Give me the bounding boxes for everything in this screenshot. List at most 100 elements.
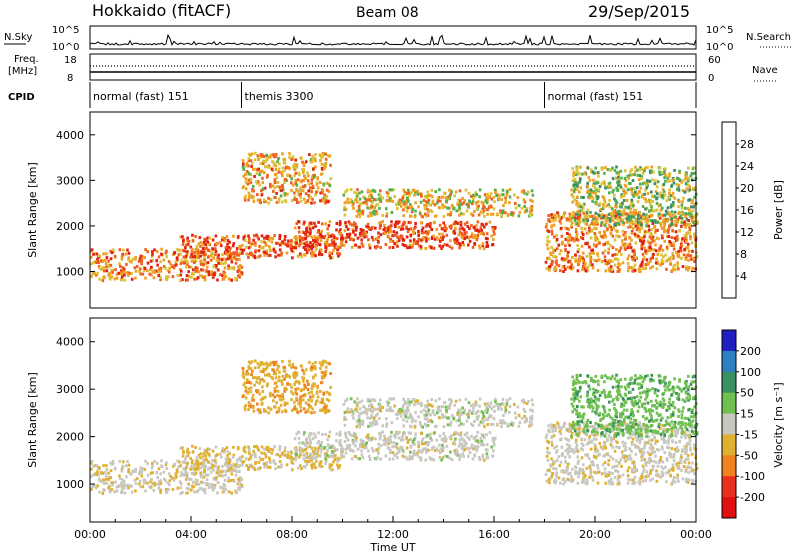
power-cell <box>546 247 550 251</box>
power-cell <box>462 243 465 247</box>
power-cell <box>343 205 346 209</box>
power-cell <box>179 273 182 277</box>
velocity-cell <box>206 447 210 451</box>
power-cell <box>616 258 620 262</box>
power-cell <box>333 237 337 241</box>
power-cell <box>410 210 414 214</box>
power-cell <box>301 168 304 171</box>
power-cell <box>652 170 655 174</box>
power-cell <box>495 194 498 198</box>
velocity-cell <box>411 455 414 459</box>
power-cell <box>151 252 154 256</box>
velocity-cell <box>165 467 169 470</box>
power-cell <box>257 158 260 161</box>
velocity-cell <box>266 445 270 449</box>
velocity-cell <box>289 456 292 460</box>
power-cell <box>224 245 228 249</box>
power-cell <box>368 243 371 247</box>
power-cell <box>269 236 273 240</box>
power-cell <box>256 154 260 158</box>
velocity-cell <box>255 389 258 393</box>
power-cell <box>609 225 612 229</box>
velocity-cell <box>101 478 105 482</box>
power-cell <box>461 241 465 244</box>
power-cell <box>237 265 240 269</box>
velocity-cell <box>291 362 295 366</box>
power-cell <box>615 252 619 256</box>
power-cell <box>433 214 437 218</box>
nsky-trace-line <box>89 33 697 47</box>
power-cell <box>258 198 262 202</box>
power-cell <box>591 196 595 200</box>
power-cell <box>490 197 494 201</box>
velocity-cell <box>197 462 200 466</box>
power-cell <box>323 234 327 238</box>
power-cell <box>567 250 570 254</box>
power-cell <box>191 233 194 237</box>
velocity-cell <box>178 480 182 484</box>
velocity-cell <box>259 378 262 382</box>
power-cell <box>641 205 645 209</box>
power-cell <box>614 199 617 203</box>
power-cell <box>144 248 147 252</box>
power-cell <box>277 167 281 171</box>
velocity-cell <box>255 444 258 448</box>
power-cell <box>417 205 420 209</box>
velocity-cell <box>102 481 106 485</box>
velocity-cell <box>226 454 229 458</box>
power-cell <box>551 251 555 254</box>
velocity-cell <box>298 446 302 450</box>
velocity-cell <box>308 445 312 449</box>
power-cell <box>355 198 358 201</box>
power-cell <box>310 178 314 182</box>
power-cell <box>413 193 416 197</box>
velocity-cell <box>306 379 309 383</box>
power-cell <box>663 223 666 227</box>
velocity-cell <box>202 452 206 456</box>
power-cell <box>669 205 673 209</box>
velocity-cell <box>208 454 212 458</box>
power-cell <box>254 241 257 245</box>
power-cell <box>504 211 507 215</box>
velocity-cell <box>283 377 286 381</box>
velocity-cell <box>175 468 179 472</box>
velocity-cell <box>408 457 412 461</box>
power-cell <box>406 246 409 250</box>
power-cell <box>220 244 223 248</box>
power-cell <box>497 195 501 199</box>
velocity-cell <box>90 467 93 471</box>
power-cell <box>298 235 302 239</box>
power-cell <box>97 265 101 268</box>
velocity-cell <box>334 454 337 458</box>
power-cell <box>622 233 625 237</box>
power-cell <box>245 161 249 165</box>
power-cell <box>247 178 251 182</box>
power-cell <box>234 261 238 265</box>
velocity-cell <box>277 375 281 379</box>
power-cell <box>302 162 306 166</box>
power-cell <box>658 249 661 253</box>
power-cell <box>642 216 646 220</box>
power-cell <box>679 214 683 218</box>
power-cell <box>379 246 382 249</box>
velocity-cell <box>247 468 250 471</box>
power-cell <box>307 244 310 248</box>
velocity-cell <box>96 469 99 473</box>
power-cell <box>319 199 322 203</box>
power-cell <box>288 174 292 178</box>
power-cell <box>504 199 508 202</box>
power-cell <box>120 275 124 279</box>
power-cell <box>308 227 312 231</box>
velocity-cell <box>152 481 156 485</box>
velocity-cell <box>227 479 230 483</box>
power-cell <box>176 274 180 277</box>
power-cell <box>609 259 612 263</box>
power-cell <box>151 259 154 263</box>
power-cell <box>393 242 396 246</box>
power-cell <box>185 250 189 254</box>
power-cell <box>260 240 263 244</box>
power-cell <box>596 238 600 242</box>
velocity-cell <box>412 442 415 446</box>
power-cell <box>514 202 517 205</box>
power-cell <box>427 230 431 233</box>
